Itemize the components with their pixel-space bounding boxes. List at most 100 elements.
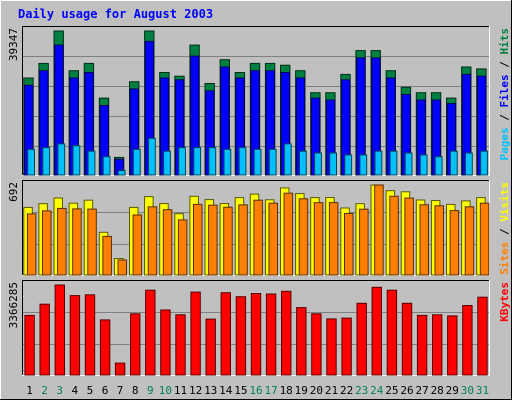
day-label-31: 31 [476, 384, 489, 397]
bottom-bars [24, 284, 488, 376]
top-bar-pages-day-6 [102, 156, 111, 176]
middle-bar-sites-day-5 [87, 208, 97, 276]
middle-bar-sites-day-8 [132, 214, 143, 276]
top-legend-hits: Hits [498, 28, 511, 55]
bottom-bar-kbytes-day-14 [220, 292, 232, 376]
top-bar-pages-day-30 [465, 152, 473, 176]
bottom-bar-kbytes-day-8 [130, 313, 141, 376]
day-label-3: 3 [56, 384, 63, 397]
top-bar-pages-day-19 [299, 150, 307, 176]
day-label-4: 4 [71, 384, 78, 397]
bottom-bar-kbytes-day-31 [477, 296, 488, 376]
top-legend-files: Files [498, 74, 511, 107]
top-bar-pages-day-20 [314, 152, 322, 176]
middle-legend-separator: / [498, 222, 511, 242]
top-bar-pages-day-25 [389, 150, 398, 176]
middle-legend: Sites / Visits [498, 182, 511, 275]
day-label-18: 18 [280, 384, 293, 397]
bottom-bar-kbytes-day-27 [416, 314, 428, 376]
top-legend-pages: Pages [498, 127, 511, 160]
bottom-bar-kbytes-day-24 [371, 286, 383, 376]
top-legend-separator: / [498, 108, 511, 128]
bottom-bar-kbytes-day-19 [296, 307, 307, 376]
top-bar-pages-day-27 [419, 154, 428, 176]
middle-legend-sites: Sites [498, 242, 511, 275]
middle-bar-sites-day-4 [72, 208, 82, 276]
bottom-bar-kbytes-day-7 [114, 362, 126, 376]
middle-bar-sites-day-1 [26, 213, 37, 276]
day-labels: 1 2 3 4 5 6 7 8 9 10 11 12 13 14 15 16 17 18 19 20 21 22 23 24 2… [26, 384, 489, 397]
day-label-6: 6 [102, 384, 109, 397]
top-bar-pages-day-15 [238, 147, 247, 176]
top-bar-pages-day-5 [87, 150, 96, 176]
middle-bar-sites-day-21 [328, 202, 339, 276]
day-label-14: 14 [219, 384, 233, 397]
day-label-2: 2 [41, 384, 48, 397]
middle-bar-sites-day-11 [177, 219, 188, 276]
middle-bar-sites-day-12 [193, 203, 203, 276]
bottom-bar-kbytes-day-12 [190, 291, 201, 376]
middle-bar-sites-day-28 [434, 205, 444, 276]
day-label-5: 5 [87, 384, 94, 397]
bottom-bar-kbytes-day-18 [281, 290, 292, 376]
day-label-17: 17 [264, 384, 277, 397]
day-label-25: 25 [385, 384, 398, 397]
bottom-bar-kbytes-day-28 [432, 314, 443, 376]
top-bar-pages-day-11 [178, 147, 186, 176]
bottom-bar-kbytes-day-23 [356, 302, 367, 376]
day-label-1: 1 [26, 384, 33, 397]
day-label-23: 23 [355, 384, 368, 397]
top-bar-pages-day-29 [449, 150, 458, 176]
bottom-bar-kbytes-day-16 [250, 293, 262, 376]
top-bar-pages-day-12 [193, 147, 202, 176]
bottom-scale-label: 3366285 [7, 282, 20, 328]
top-bar-pages-day-7 [117, 170, 126, 176]
bottom-bar-kbytes-day-17 [265, 293, 277, 376]
bottom-bar-kbytes-day-9 [145, 289, 156, 376]
top-bar-pages-day-24 [374, 150, 383, 176]
bottom-bar-kbytes-day-2 [39, 303, 50, 376]
day-label-12: 12 [189, 384, 202, 397]
bottom-bar-kbytes-day-21 [326, 318, 337, 376]
day-label-13: 13 [204, 384, 217, 397]
day-label-9: 9 [147, 384, 154, 397]
top-bar-pages-day-10 [163, 150, 171, 176]
top-bar-pages-day-3 [57, 143, 66, 176]
bottom-bar-kbytes-day-3 [54, 284, 65, 376]
bottom-bar-kbytes-day-6 [99, 319, 111, 376]
day-label-27: 27 [415, 384, 428, 397]
bottom-bar-kbytes-day-29 [447, 315, 458, 376]
panels-layer: 39347 Pages / Files / Hits 692 Sites / Visi… [7, 26, 511, 376]
middle-bar-sites-day-25 [389, 195, 399, 276]
middle-bar-sites-day-17 [268, 202, 278, 276]
top-bar-pages-day-8 [132, 148, 141, 176]
panel-middle: 692 Sites / Visits [7, 180, 511, 276]
bottom-bar-kbytes-day-4 [69, 295, 81, 376]
middle-bar-sites-day-7 [117, 259, 127, 276]
middle-legend-visits: Visits [498, 182, 511, 222]
day-label-16: 16 [249, 384, 262, 397]
middle-bars [23, 184, 490, 276]
top-bar-pages-day-16 [253, 148, 262, 176]
day-label-8: 8 [132, 384, 139, 397]
middle-bar-sites-day-9 [147, 206, 158, 276]
bottom-bar-kbytes-day-20 [311, 313, 322, 376]
top-bar-pages-day-22 [344, 154, 353, 176]
middle-bar-sites-day-31 [479, 202, 490, 276]
top-bar-pages-day-9 [148, 137, 156, 176]
top-bar-pages-day-1 [27, 148, 36, 176]
day-label-20: 20 [310, 384, 323, 397]
middle-bar-sites-day-23 [359, 208, 369, 276]
middle-bar-sites-day-29 [449, 210, 460, 276]
panel-top: 39347 Pages / Files / Hits [7, 26, 511, 176]
middle-scale-label: 692 [7, 182, 20, 202]
bottom-bar-kbytes-day-10 [160, 309, 171, 376]
top-bar-pages-day-2 [42, 147, 51, 176]
top-scale-label: 39347 [7, 28, 20, 61]
top-bars [23, 30, 488, 176]
chart-title: Daily usage for August 2003 [18, 7, 213, 21]
panel-bottom: 3366285 KBytes [7, 280, 511, 376]
middle-bar-sites-day-3 [57, 207, 67, 276]
middle-bar-sites-day-10 [162, 209, 173, 276]
